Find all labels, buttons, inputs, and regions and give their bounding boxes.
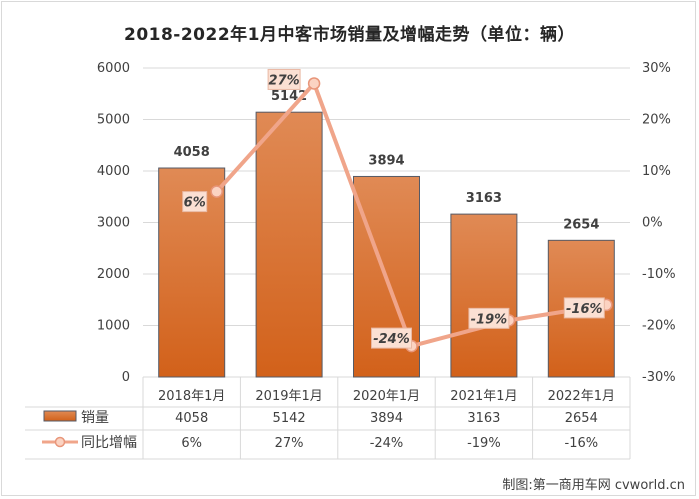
- legend-key-bar: [43, 410, 77, 422]
- yoy-label: -16%: [566, 302, 603, 317]
- table-cell: -24%: [370, 436, 404, 451]
- left-axis-tick-label: 4000: [97, 164, 130, 179]
- table-cell: 5142: [273, 411, 306, 426]
- yoy-label: -19%: [471, 312, 508, 327]
- table-cell: 2654: [565, 411, 598, 426]
- bar-value-label: 3894: [368, 153, 404, 168]
- bar-value-label: 4058: [174, 145, 210, 160]
- yoy-label: 6%: [184, 196, 206, 211]
- bar: [255, 111, 323, 378]
- table-cell: 3894: [370, 411, 403, 426]
- chart-credit: 制图:第一商用车网 cvworld.cn: [502, 478, 685, 493]
- category-label: 2021年1月: [450, 389, 517, 404]
- yoy-label-box: [267, 68, 301, 90]
- left-axis-tick-label: 5000: [97, 113, 130, 128]
- table-cell: 27%: [275, 436, 304, 451]
- yoy-label-box: [468, 307, 510, 329]
- bar: [450, 213, 518, 378]
- yoy-point: [307, 77, 321, 90]
- table-cell: -16%: [565, 436, 599, 451]
- category-label: 2018年1月: [158, 389, 225, 404]
- table-cell: 6%: [181, 436, 202, 451]
- category-label: 2022年1月: [548, 389, 615, 404]
- left-axis-tick-label: 2000: [97, 267, 130, 282]
- yoy-label: -24%: [373, 332, 410, 347]
- category-label: 2019年1月: [255, 389, 322, 404]
- table-cell: 3163: [467, 411, 500, 426]
- right-axis-tick-label: -30%: [642, 370, 676, 385]
- yoy-label-box: [371, 327, 412, 349]
- legend-label: 销量: [81, 410, 109, 426]
- legend-label: 同比增幅: [81, 435, 137, 451]
- yoy-label-box: [563, 297, 605, 319]
- right-axis-tick-label: -20%: [642, 319, 676, 334]
- bar-value-label: 2654: [563, 217, 599, 232]
- right-axis-tick-label: 30%: [642, 61, 671, 76]
- table-cell: 4058: [175, 411, 208, 426]
- legend-key-marker: [54, 436, 66, 448]
- yoy-label-box: [182, 191, 208, 213]
- yoy-label: 27%: [269, 73, 300, 88]
- table-cell: -19%: [467, 436, 501, 451]
- category-label: 2020年1月: [353, 389, 420, 404]
- right-axis-tick-label: 20%: [642, 113, 671, 128]
- left-axis-tick-label: 6000: [97, 61, 130, 76]
- right-axis-tick-label: 0%: [642, 216, 663, 231]
- left-axis-tick-label: 1000: [97, 319, 130, 334]
- right-axis-tick-label: 10%: [642, 164, 671, 179]
- yoy-point: [210, 185, 223, 198]
- bar-value-label: 3163: [466, 191, 502, 206]
- chart-title: 2018-2022年1月中客市场销量及增幅走势（单位：辆）: [123, 25, 575, 45]
- left-axis-tick-label: 3000: [97, 216, 130, 231]
- right-axis-tick-label: -10%: [642, 267, 676, 282]
- left-axis-tick-label: 0: [122, 370, 130, 385]
